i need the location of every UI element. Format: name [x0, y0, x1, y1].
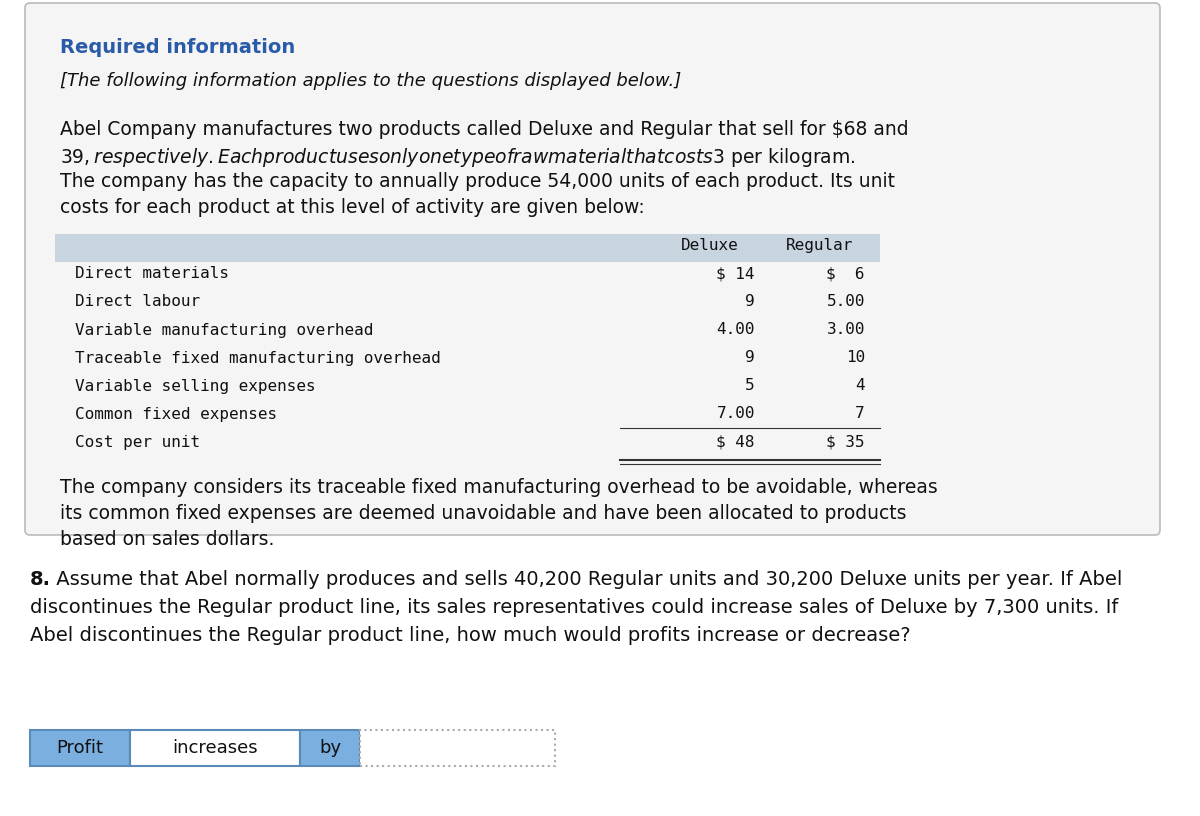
Text: by: by [319, 739, 341, 757]
Text: $  6: $ 6 [827, 267, 865, 282]
Text: 5: 5 [745, 379, 755, 393]
Bar [300, 730, 360, 766]
Text: Direct materials: Direct materials [74, 267, 229, 282]
Text: 8.: 8. [30, 570, 50, 589]
Text: Regular: Regular [786, 238, 853, 253]
FancyBboxPatch shape [25, 3, 1160, 535]
Text: Deluxe: Deluxe [682, 238, 739, 253]
Text: The company has the capacity to annually produce 54,000 units of each product. I: The company has the capacity to annually… [60, 172, 895, 191]
Text: 5.00: 5.00 [827, 295, 865, 309]
Text: 4: 4 [856, 379, 865, 393]
Text: discontinues the Regular product line, its sales representatives could increase : discontinues the Regular product line, i… [30, 598, 1118, 617]
Text: Profit: Profit [56, 739, 103, 757]
Text: Variable selling expenses: Variable selling expenses [74, 379, 316, 393]
Text: costs for each product at this level of activity are given below:: costs for each product at this level of … [60, 198, 644, 217]
Text: Cost per unit: Cost per unit [74, 434, 200, 450]
Text: based on sales dollars.: based on sales dollars. [60, 530, 275, 549]
Bar [130, 730, 300, 766]
Text: [The following information applies to the questions displayed below.]: [The following information applies to th… [60, 72, 682, 90]
Text: its common fixed expenses are deemed unavoidable and have been allocated to prod: its common fixed expenses are deemed una… [60, 504, 906, 523]
Text: The company considers its traceable fixed manufacturing overhead to be avoidable: The company considers its traceable fixe… [60, 478, 937, 497]
Text: increases: increases [172, 739, 258, 757]
Text: Direct labour: Direct labour [74, 295, 200, 309]
Text: Variable manufacturing overhead: Variable manufacturing overhead [74, 322, 373, 338]
Text: 3.00: 3.00 [827, 322, 865, 338]
Text: 4.00: 4.00 [716, 322, 755, 338]
Text: 9: 9 [745, 351, 755, 366]
Text: Abel Company manufactures two products called Deluxe and Regular that sell for $: Abel Company manufactures two products c… [60, 120, 908, 139]
Text: $ 48: $ 48 [716, 434, 755, 450]
Text: Abel discontinues the Regular product line, how much would profits increase or d: Abel discontinues the Regular product li… [30, 626, 911, 645]
Text: Common fixed expenses: Common fixed expenses [74, 406, 277, 422]
Text: Required information: Required information [60, 38, 295, 57]
Text: $ 14: $ 14 [716, 267, 755, 282]
Bar [360, 730, 554, 766]
Text: 10: 10 [846, 351, 865, 366]
Bar [55, 234, 880, 262]
Text: $39, respectively. Each product uses only one type of raw material that costs $3: $39, respectively. Each product uses onl… [60, 146, 856, 169]
Text: 7.00: 7.00 [716, 406, 755, 422]
Text: Traceable fixed manufacturing overhead: Traceable fixed manufacturing overhead [74, 351, 440, 366]
Text: 7: 7 [856, 406, 865, 422]
Text: $ 35: $ 35 [827, 434, 865, 450]
Text: 9: 9 [745, 295, 755, 309]
Text: Assume that Abel normally produces and sells 40,200 Regular units and 30,200 Del: Assume that Abel normally produces and s… [50, 570, 1122, 589]
Bar [30, 730, 130, 766]
